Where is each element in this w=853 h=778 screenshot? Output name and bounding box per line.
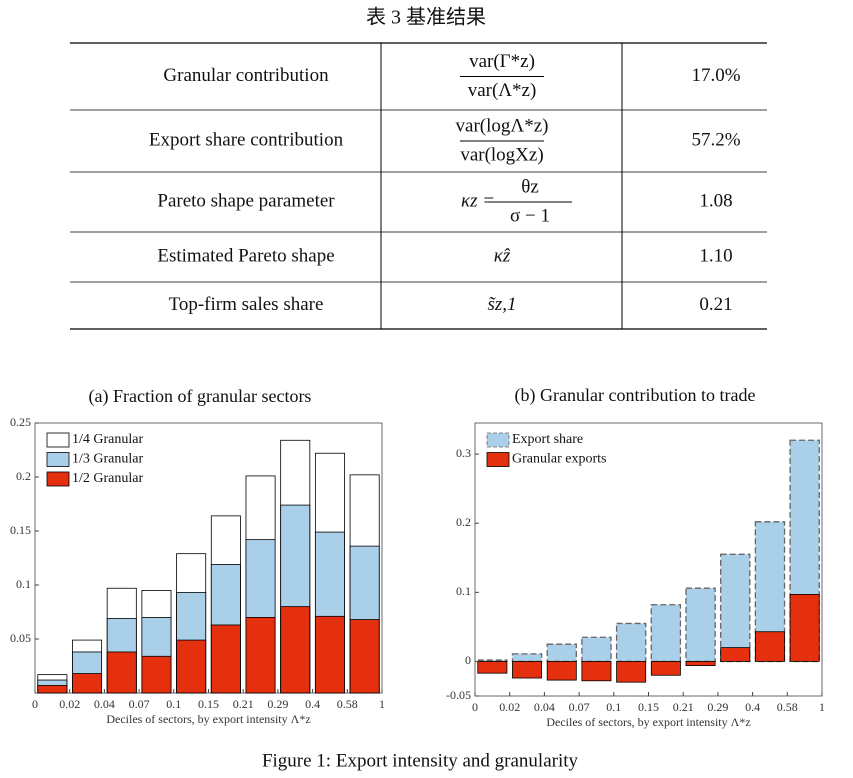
row-label: Export share contribution [149, 129, 344, 150]
bar [754, 631, 785, 662]
bar [37, 685, 68, 694]
bar [245, 617, 276, 694]
x-tick-label: 1 [379, 697, 385, 711]
bar [581, 661, 612, 682]
x-axis-label: Deciles of sectors, by export intensity … [106, 712, 310, 726]
legend-label: 1/4 Granular [72, 432, 143, 447]
x-tick-label: 0.1 [166, 697, 181, 711]
row-label: Top-firm sales share [169, 294, 324, 315]
x-tick-label: 0.07 [129, 697, 150, 711]
bar [685, 587, 716, 663]
bar [581, 636, 612, 663]
bar [546, 661, 577, 681]
y-tick-label: 0.1 [456, 584, 471, 598]
bar [106, 651, 137, 694]
x-tick-label: 0.21 [673, 700, 694, 714]
x-tick-label: 0.58 [337, 697, 358, 711]
formula-denominator: σ − 1 [510, 205, 550, 226]
row-label: Pareto shape parameter [157, 190, 335, 211]
bar [141, 655, 172, 694]
chart-title: (b) Granular contribution to trade [515, 385, 756, 406]
bar [650, 661, 681, 676]
formula-denominator: var(logXz) [460, 144, 543, 165]
y-tick-label: -0.05 [446, 688, 471, 702]
bar [72, 673, 103, 694]
bar [685, 661, 716, 666]
bar [546, 643, 577, 663]
y-tick-label: 0.05 [10, 631, 31, 645]
formula-lhs: κz = [461, 190, 495, 211]
bar [511, 653, 543, 663]
x-axis-label: Deciles of sectors, by export intensity … [546, 715, 750, 729]
formula-numerator: var(logΛ*z) [456, 115, 549, 136]
x-tick-label: 0.29 [267, 697, 288, 711]
bar [512, 661, 543, 679]
x-tick-label: 0.4 [305, 697, 320, 711]
x-tick-label: 0.58 [777, 700, 798, 714]
y-tick-label: 0.2 [456, 515, 471, 529]
legend-label: 1/2 Granular [72, 471, 143, 486]
row-label: Estimated Pareto shape [157, 245, 334, 266]
x-tick-label: 0.04 [94, 697, 115, 711]
bar [210, 624, 241, 694]
row-value: 57.2% [691, 129, 740, 150]
legend-swatch [46, 432, 70, 448]
bar [789, 594, 820, 662]
bar [349, 619, 380, 694]
formula: κ̂z [494, 245, 511, 266]
row-value: 17.0% [691, 65, 740, 86]
bar [314, 615, 345, 694]
table-title: 表 3 基准结果 [366, 6, 486, 29]
x-tick-label: 0.02 [59, 697, 80, 711]
row-label: Granular contribution [163, 65, 329, 86]
legend-swatch [486, 432, 510, 448]
y-tick-label: 0.15 [10, 523, 31, 537]
legend-swatch [486, 452, 510, 467]
x-tick-label: 0.02 [499, 700, 520, 714]
y-tick-label: 0.2 [16, 469, 31, 483]
bar [720, 647, 751, 662]
y-tick-label: 0.1 [16, 577, 31, 591]
bar [650, 604, 682, 663]
y-tick-label: 0 [465, 653, 471, 667]
legend-label: Granular exports [512, 452, 606, 467]
x-tick-label: 0.07 [569, 700, 590, 714]
x-tick-label: 0.4 [745, 700, 760, 714]
x-tick-label: 0.29 [707, 700, 728, 714]
legend-swatch [46, 471, 70, 487]
y-tick-label: 0.3 [456, 446, 471, 460]
y-tick-label: 0.25 [10, 415, 31, 429]
x-tick-label: 0.04 [534, 700, 555, 714]
legend-swatch [46, 452, 70, 467]
x-tick-label: 0.15 [638, 700, 659, 714]
x-tick-label: 0 [32, 697, 38, 711]
legend-label: 1/3 Granular [72, 452, 143, 467]
x-tick-label: 1 [819, 700, 825, 714]
chart-title: (a) Fraction of granular sectors [89, 386, 312, 407]
x-tick-label: 0.1 [606, 700, 621, 714]
bar [616, 661, 647, 683]
formula-numerator: var(Γ*z) [469, 51, 535, 72]
x-tick-label: 0.15 [198, 697, 219, 711]
bar [477, 661, 508, 674]
formula-denominator: var(Λ*z) [468, 80, 537, 101]
figure-caption: Figure 1: Export intensity and granulari… [262, 750, 579, 771]
bar [720, 553, 751, 663]
bar [280, 606, 311, 694]
bar [176, 639, 207, 694]
row-value: 0.21 [699, 294, 732, 315]
formula: s̃z,1 [487, 294, 516, 315]
x-tick-label: 0 [472, 700, 478, 714]
row-value: 1.08 [699, 190, 732, 211]
x-tick-label: 0.21 [233, 697, 254, 711]
formula-numerator: θz [521, 176, 539, 197]
row-value: 1.10 [699, 245, 732, 266]
bar [615, 622, 647, 663]
legend-label: Export share [512, 432, 583, 447]
